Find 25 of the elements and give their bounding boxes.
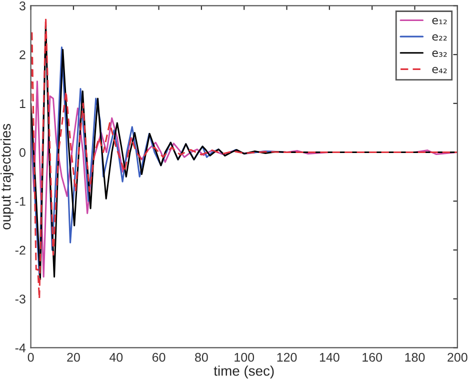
x-tick-label: 80 [195,352,208,362]
x-tick-label: 100 [234,352,254,362]
x-tick-label: 0 [28,352,34,362]
x-axis-title: time (sec) [214,366,274,379]
x-tick-label: 180 [405,352,425,362]
y-tick-label: -2 [15,246,26,255]
y-tick-label: 0 [19,148,26,157]
x-tick-label: 140 [320,352,340,362]
legend-label: e₄₂ [432,66,447,74]
y-tick-label: -1 [15,197,26,206]
x-tick-label: 160 [362,352,382,362]
legend-label: e₁₂ [432,18,447,24]
legend-label: e₃₂ [432,50,447,57]
y-tick-label: -4 [15,344,26,352]
x-tick-label: 20 [67,352,80,362]
x-tick-label: 200 [448,352,468,362]
y-tick-label: -3 [15,294,26,304]
x-tick-label: 120 [277,352,297,362]
x-tick-label: 40 [109,352,123,362]
y-tick-label: 1 [20,99,26,108]
x-tick-label: 60 [152,352,166,362]
y-axis-title: ouput trajectories [0,124,14,230]
legend-label: e₂₂ [432,34,447,41]
y-tick-label: 2 [20,50,26,60]
y-tick-label: 3 [19,2,26,10]
